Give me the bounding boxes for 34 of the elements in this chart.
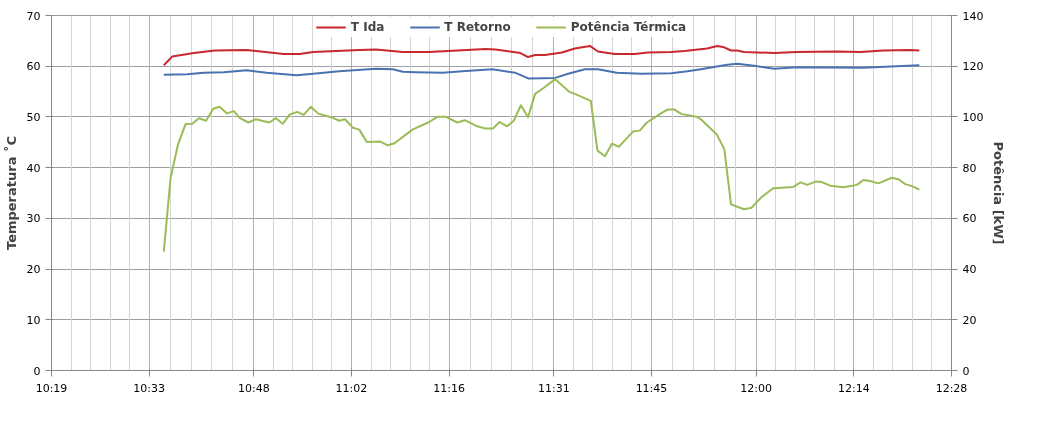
y-tick-label: 10: [26, 313, 41, 327]
legend-label: T Retorno: [444, 20, 511, 34]
y-tick-label: 0: [33, 364, 41, 378]
y2-tick-label: 80: [962, 161, 977, 175]
y2-tick-label: 140: [962, 9, 984, 23]
y-tick-label: 50: [26, 110, 41, 124]
line-series: [162, 78, 921, 253]
line-series: [162, 44, 921, 67]
y-tick-label: 70: [26, 9, 41, 23]
x-tick-label: 10:33: [133, 381, 166, 395]
y2-tick-label: 120: [962, 60, 984, 74]
x-tick-label: 12:28: [935, 381, 968, 395]
y2-tick-label: 40: [962, 263, 977, 277]
x-tick-label: 12:00: [740, 381, 772, 395]
x-tick-label: 11:16: [433, 381, 466, 395]
legend-label: Potência Térmica: [570, 20, 687, 34]
legend-label: T Ida: [350, 20, 385, 34]
x-tick-label: 10:48: [237, 381, 270, 395]
x-tick-label: 11:45: [635, 381, 668, 395]
y-axis-title: Temperatura ˚C: [3, 135, 19, 251]
y2-tick-label: 20: [962, 313, 977, 327]
x-tick-label: 11:31: [537, 381, 570, 395]
y2-tick-label: 0: [962, 364, 970, 378]
x-tick-label: 12:14: [837, 381, 870, 395]
y-tick-label: 60: [26, 60, 41, 74]
y-tick-label: 40: [26, 161, 41, 175]
y2-tick-label: 100: [962, 110, 984, 124]
y-tick-label: 30: [26, 212, 41, 226]
x-tick-label: 11:02: [335, 381, 368, 395]
y2-axis-title: Potência [kW]: [991, 141, 1007, 245]
y2-tick-label: 60: [962, 212, 977, 226]
x-tick-label: 10:19: [35, 381, 68, 395]
y-tick-label: 20: [26, 263, 41, 277]
line-series: [162, 62, 921, 80]
